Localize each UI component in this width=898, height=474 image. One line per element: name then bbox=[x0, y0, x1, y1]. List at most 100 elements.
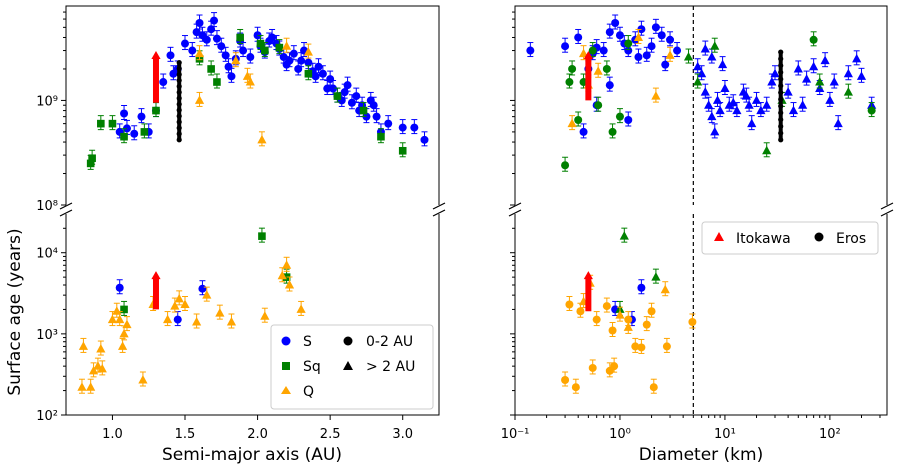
left-eros-point bbox=[176, 125, 182, 131]
left-Q-point-0 bbox=[77, 382, 87, 391]
left-Sq-upper-point-8 bbox=[207, 65, 215, 73]
right-eros-point bbox=[778, 49, 784, 55]
right-S-upper-tri-point-4 bbox=[707, 111, 717, 121]
right-axis-break-marks bbox=[508, 202, 894, 217]
left-Q-point-22 bbox=[226, 317, 237, 326]
left-S-upper-point-64 bbox=[398, 123, 407, 132]
right-S-upper-tri-point-14 bbox=[747, 118, 757, 128]
left-y-ticks: 10² 10³ 10⁴ 10⁸ 10⁹ bbox=[36, 11, 66, 424]
right-eros-point bbox=[778, 103, 784, 109]
legend-q-marker bbox=[281, 386, 291, 394]
left-S-upper-point-19 bbox=[212, 34, 221, 43]
legend-outer-marker bbox=[343, 361, 353, 370]
left-S-upper-point-55 bbox=[352, 92, 361, 101]
right-S-upper-circ-point-23 bbox=[661, 60, 670, 69]
left-Q-point-17 bbox=[174, 293, 184, 303]
right-eros-point bbox=[778, 76, 784, 82]
right-S-upper-tri-point-24 bbox=[809, 61, 819, 71]
right-S-upper-tri-point-27 bbox=[825, 95, 835, 104]
left-Q-point-15 bbox=[162, 314, 173, 324]
left-S-upper-point-12 bbox=[188, 46, 197, 55]
right-eros-point bbox=[778, 96, 784, 102]
right-S-upper-tri-point-6 bbox=[712, 95, 723, 104]
left-Q-upper-point-6 bbox=[194, 95, 205, 104]
left-Sq-upper-point-9 bbox=[213, 78, 221, 86]
left-Sq-upper-point-18 bbox=[398, 146, 407, 155]
right-Sq-upper-tri-point-2 bbox=[710, 41, 720, 50]
right-Q-point-5 bbox=[592, 315, 601, 324]
left-S-upper-point-16 bbox=[202, 35, 211, 44]
right-S-upper-tri-point-20 bbox=[783, 87, 793, 96]
right-Q-point-15 bbox=[649, 383, 658, 392]
legend-sq-label: Sq bbox=[303, 359, 321, 375]
right-S-upper-circ-point-11 bbox=[624, 46, 633, 55]
right-x-tick-label-0: 10⁻¹ bbox=[501, 427, 530, 442]
left-Q-point-23 bbox=[260, 311, 270, 320]
left-Q-upper-point-3 bbox=[257, 134, 267, 144]
right-eros-point bbox=[778, 123, 784, 129]
right-S-point-1 bbox=[637, 283, 646, 292]
left-Q-point-7 bbox=[107, 314, 118, 324]
right-S-upper-circ-point-25 bbox=[624, 115, 633, 124]
left-Q-point-13 bbox=[138, 374, 148, 384]
left-x-tick-label-2: 2.0 bbox=[247, 427, 268, 442]
right-S-upper-tri-point-23 bbox=[802, 74, 812, 83]
left-eros-point bbox=[176, 89, 182, 95]
left-Sq-upper-point-15 bbox=[333, 92, 342, 100]
left-Q-point-2 bbox=[86, 382, 96, 391]
left-Q-point-11 bbox=[119, 328, 129, 338]
left-S-upper-point-66 bbox=[420, 135, 429, 144]
left-Q-upper-point-0 bbox=[194, 48, 205, 58]
left-S-upper-point-1 bbox=[120, 109, 129, 118]
left-panel: 1.0 1.5 2.0 2.5 3.0 10² 10³ 10⁴ 10⁸ 10⁹ Semi-maj… bbox=[36, 5, 446, 465]
left-eros-point bbox=[176, 65, 182, 72]
left-S-upper-point-14 bbox=[195, 19, 204, 28]
legend-sq-marker bbox=[282, 362, 290, 370]
right-Q-point-4 bbox=[588, 363, 597, 372]
left-Sq-upper-point-10 bbox=[236, 33, 244, 42]
right-S-upper-circ-point-7 bbox=[605, 28, 614, 37]
right-eros-point bbox=[778, 130, 784, 136]
right-S-upper-tri-point-5 bbox=[710, 126, 720, 136]
left-Sq-upper-point-4 bbox=[120, 132, 128, 141]
left-Q-upper-point-5 bbox=[303, 47, 313, 56]
right-Q-point-9 bbox=[610, 362, 619, 371]
left-eros-point bbox=[176, 119, 182, 125]
right-Q-point-14 bbox=[647, 307, 656, 316]
left-Q-point-27 bbox=[296, 304, 306, 313]
right-Sq-upper-point-8 bbox=[608, 127, 617, 136]
right-S-upper-circ-point-21 bbox=[605, 81, 614, 90]
left-Sq-upper-point-13 bbox=[275, 43, 284, 52]
left-S-upper-point-44 bbox=[311, 72, 320, 81]
left-y-tick-label-3: 10⁸ bbox=[36, 199, 58, 214]
right-Sq-upper-point-9 bbox=[615, 112, 624, 121]
left-Q-point-18 bbox=[180, 299, 190, 309]
left-Q-upper-point-7 bbox=[245, 77, 255, 86]
left-Sq-upper-point-16 bbox=[359, 106, 368, 115]
right-x-tick-label-1: 10⁰ bbox=[609, 427, 631, 442]
legend-item-inner: 0-2 AU bbox=[343, 334, 413, 350]
left-Q-point-16 bbox=[170, 301, 180, 310]
left-Sq-upper-point-14 bbox=[304, 69, 313, 78]
right-S-upper-circ-point-6 bbox=[599, 46, 608, 55]
right-Q-point-1 bbox=[565, 300, 574, 309]
right-S-upper-tri-point-15 bbox=[751, 95, 762, 104]
left-S-upper-point-46 bbox=[318, 69, 327, 78]
right-S-upper-tri-point-0 bbox=[693, 61, 703, 71]
left-S-point-2 bbox=[198, 284, 207, 293]
right-Sq-upper-point-5 bbox=[588, 46, 597, 55]
left-Sq-upper-point-1 bbox=[88, 154, 96, 163]
left-eros-point bbox=[176, 113, 182, 119]
left-S-upper-point-7 bbox=[159, 78, 168, 87]
left-Q-point-19 bbox=[192, 317, 202, 326]
right-Sq-upper-point-11 bbox=[809, 35, 818, 44]
left-eros-point bbox=[176, 131, 182, 137]
left-Q-point-9 bbox=[115, 314, 125, 324]
right-S-upper-tri-point-32 bbox=[856, 71, 867, 80]
right-S-upper-circ-point-14 bbox=[642, 51, 651, 60]
left-S-point-0 bbox=[115, 283, 124, 292]
right-x-tick-label-3: 10² bbox=[819, 427, 841, 442]
left-eros-point bbox=[176, 107, 182, 113]
right-S-upper-tri-point-1 bbox=[697, 68, 707, 78]
right-Sq-upper-point-10 bbox=[624, 39, 633, 48]
